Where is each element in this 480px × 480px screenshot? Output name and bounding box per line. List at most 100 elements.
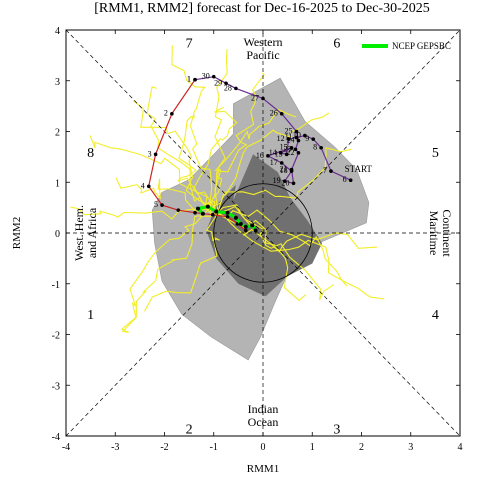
observed-recent-point bbox=[210, 212, 215, 217]
observed-day-label: 11 bbox=[285, 133, 293, 142]
observed-point bbox=[293, 147, 298, 152]
observed-point bbox=[289, 145, 294, 150]
x-tick-label: -1 bbox=[210, 442, 218, 453]
x-tick-label: -2 bbox=[160, 442, 168, 453]
y-tick-label: -1 bbox=[52, 280, 60, 291]
phase-label: 1 bbox=[87, 308, 94, 323]
observed-recent-point bbox=[243, 228, 248, 233]
phase-label: 3 bbox=[333, 422, 340, 437]
ensemble-mean-point bbox=[253, 228, 258, 233]
ensemble-member-line bbox=[144, 212, 220, 312]
ensemble-mean-point bbox=[238, 221, 243, 226]
phase-label: 6 bbox=[333, 37, 340, 52]
ensemble-mean-point bbox=[233, 215, 238, 220]
ensemble-member-line bbox=[214, 72, 265, 210]
ensemble-member-line bbox=[121, 207, 210, 333]
legend-label: NCEP GEPSBC bbox=[392, 41, 451, 51]
x-tick-label: 3 bbox=[408, 442, 413, 453]
ensemble-mean-point bbox=[250, 223, 255, 228]
observed-point bbox=[279, 161, 284, 165]
observed-recent-point bbox=[225, 214, 230, 219]
observed-point bbox=[319, 145, 323, 150]
region-label-top: Western bbox=[243, 35, 282, 49]
y-tick-label: 4 bbox=[55, 26, 60, 37]
observed-recent-day-label: 3 bbox=[148, 149, 152, 158]
observed-day-label: 24 bbox=[286, 136, 294, 145]
observed-day-label: 26 bbox=[270, 109, 278, 118]
y-tick-label: -4 bbox=[52, 432, 60, 443]
x-tick-label: 1 bbox=[310, 442, 315, 453]
observed-recent-day-label: 1 bbox=[187, 75, 191, 84]
y-tick-label: 1 bbox=[55, 178, 60, 189]
y-tick-label: 0 bbox=[55, 229, 60, 240]
region-label-bottom: Ocean bbox=[248, 415, 279, 429]
region-label-left: and Africa bbox=[85, 207, 99, 258]
ensemble-member-line bbox=[121, 211, 216, 330]
forecast-spread-shading bbox=[151, 77, 370, 361]
observed-day-label: 27 bbox=[251, 94, 259, 103]
observed-point bbox=[286, 137, 291, 141]
x-tick-label: 4 bbox=[458, 442, 463, 453]
ensemble-mean-trajectory bbox=[195, 204, 258, 233]
observed-day-label: 10 bbox=[293, 131, 301, 140]
observed-day-label: 25 bbox=[284, 127, 292, 136]
phase-label: 4 bbox=[432, 308, 439, 323]
observed-day-label: 13 bbox=[275, 149, 283, 158]
region-label-left: West. Hem. bbox=[72, 205, 86, 261]
ensemble-mean-line bbox=[195, 205, 257, 232]
observed-day-label: 30 bbox=[202, 72, 210, 81]
region-label-bottom: Indian bbox=[248, 402, 279, 416]
observed-recent-point bbox=[193, 77, 197, 82]
observed-day-label: 14 bbox=[269, 148, 277, 157]
ensemble-member-line bbox=[89, 135, 216, 212]
observed-point bbox=[296, 151, 301, 155]
observed-point bbox=[266, 154, 270, 158]
observed-day-label: 18 bbox=[280, 166, 288, 175]
observed-point bbox=[278, 151, 283, 155]
observed-point bbox=[279, 111, 284, 116]
observed-point bbox=[234, 86, 238, 91]
y-tick-label: 2 bbox=[55, 128, 60, 139]
ensemble-member-line bbox=[212, 147, 352, 207]
phase-label: 7 bbox=[186, 37, 193, 52]
observed-day-label: 28 bbox=[224, 83, 232, 92]
observed-point bbox=[211, 74, 216, 79]
observed-point bbox=[329, 169, 333, 173]
observed-day-label: 22 bbox=[286, 148, 294, 157]
observed-day-label: 21 bbox=[280, 165, 288, 174]
phase-label: 5 bbox=[432, 146, 439, 161]
ensemble-mean-point bbox=[225, 210, 230, 215]
observed-day-label: 20 bbox=[282, 178, 290, 187]
observed-point bbox=[291, 181, 296, 186]
spread-inner-shading bbox=[206, 154, 323, 297]
ensemble-mean-point bbox=[243, 224, 248, 229]
ensemble-member-line bbox=[177, 114, 216, 209]
region-label-right: Continent bbox=[440, 209, 454, 257]
y-tick-label: -3 bbox=[52, 381, 60, 392]
observed-point bbox=[294, 129, 299, 134]
diagonal-line bbox=[65, 29, 461, 437]
observed-day-label: 29 bbox=[214, 78, 222, 87]
y-tick-label: 3 bbox=[55, 77, 60, 88]
x-tick-label: 2 bbox=[359, 442, 364, 453]
observed-point bbox=[224, 81, 228, 86]
phase-label: 2 bbox=[186, 422, 193, 437]
x-axis-label: RMM1 bbox=[247, 463, 279, 475]
observed-recent-point bbox=[153, 152, 158, 157]
observed-recent-point bbox=[193, 210, 197, 215]
observed-recent-day-label: 2 bbox=[164, 109, 168, 118]
y-tick-label: -2 bbox=[52, 331, 60, 342]
observed-day-label: 17 bbox=[270, 158, 278, 167]
observed-day-label: 15 bbox=[280, 143, 288, 152]
ensemble-mean-point bbox=[195, 206, 200, 211]
observed-day-label: 9 bbox=[305, 134, 309, 143]
observed-recent-day-label: 5 bbox=[154, 200, 158, 209]
region-label-right: Maritime bbox=[427, 211, 441, 256]
start-label: START bbox=[345, 164, 373, 174]
ensemble-member-line bbox=[209, 208, 385, 300]
observed-recent-point bbox=[160, 203, 164, 207]
observed-day-label: 1 bbox=[187, 75, 191, 84]
x-tick-label: 0 bbox=[261, 442, 266, 453]
